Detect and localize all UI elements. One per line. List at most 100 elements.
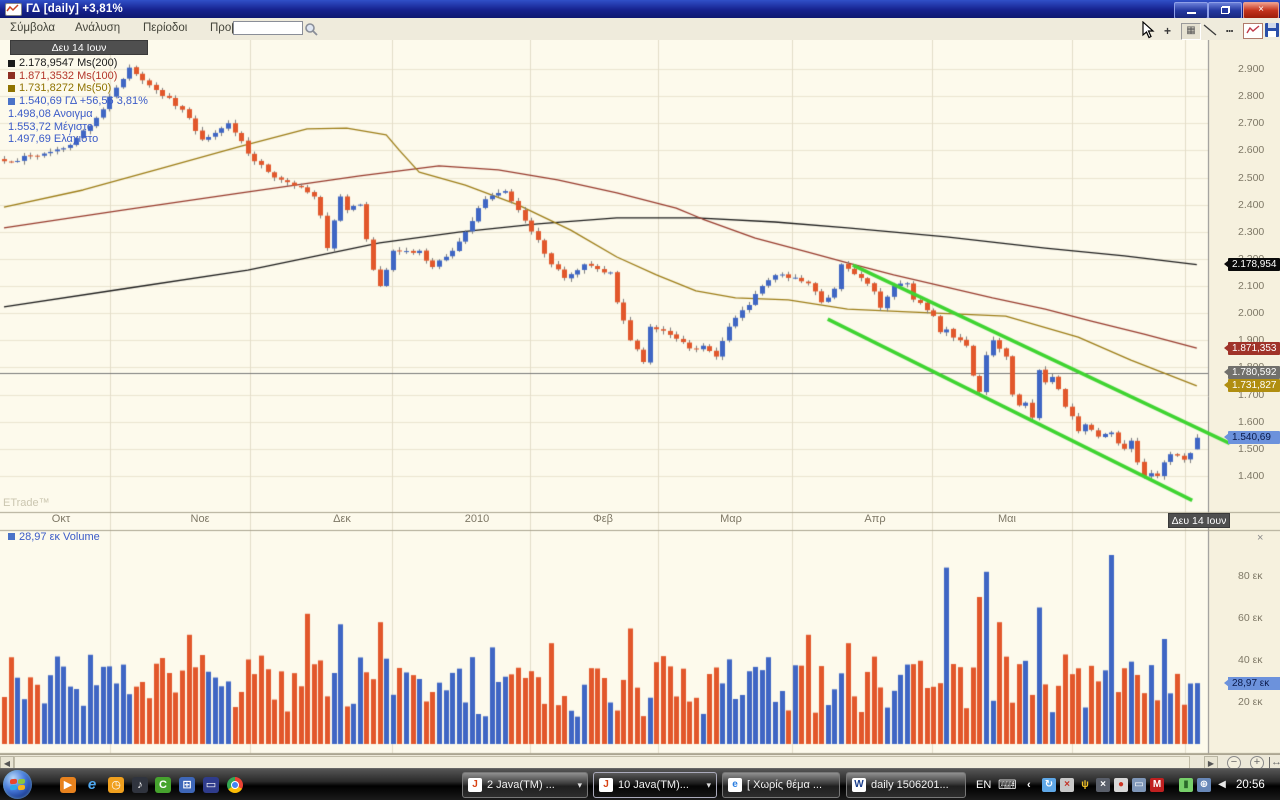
volume-panel-close-icon[interactable]: × [1257, 532, 1264, 544]
legend-swatch-icon [8, 59, 15, 67]
price-tick-label: 1.400 [1238, 469, 1265, 482]
legend-item: 1.540,69 ΓΔ +56,56 3,81% [8, 95, 148, 107]
legend-item: 1.497,69 Ελάχιστο [8, 133, 99, 146]
trendline-tool-icon[interactable] [1203, 24, 1217, 39]
battery-tray-icon[interactable]: ▮ [1179, 778, 1193, 792]
volume-legend: 28,97 εκ Volume [8, 531, 100, 543]
clock: 20:56 [1236, 779, 1265, 791]
task-button[interactable]: J 2 Java(TM) ... ▾ [462, 772, 588, 798]
price-volume-chart-canvas[interactable] [0, 40, 1280, 754]
save-tool-icon[interactable] [1265, 23, 1279, 40]
task-button[interactable]: J 10 Java(TM)... ▾ [593, 772, 717, 798]
horizontal-scrollbar[interactable]: ◀ ▶ − + ↔ [0, 754, 1280, 770]
grid-tool-icon[interactable]: ▦ [1181, 23, 1201, 40]
legend-swatch-icon [8, 84, 15, 92]
volume-tray-icon[interactable]: ◀ [1218, 779, 1226, 790]
etrade-watermark: ETrade™ [3, 497, 50, 509]
volume-tick-label: 20 εκ [1238, 696, 1263, 708]
price-tick-label: 2.900 [1238, 63, 1265, 75]
price-tag: 1.871,353 [1224, 341, 1280, 355]
legend-item: 1.553,72 Μέγιστο [8, 120, 93, 133]
volume-swatch-icon [8, 533, 15, 540]
menu-symbols[interactable]: Σύμβολα [10, 22, 56, 34]
chart-style-tool-icon[interactable] [1243, 23, 1263, 39]
price-tick-label: 2.800 [1238, 90, 1265, 103]
legend-swatch-icon [8, 72, 15, 80]
network-tray-icon[interactable]: ⊕ [1197, 778, 1211, 792]
price-tick-label: 2.300 [1238, 225, 1265, 238]
price-tag: 1.540,69 [1224, 431, 1280, 445]
show-desktop-icon[interactable]: ▭ [203, 777, 219, 793]
minimize-button[interactable] [1174, 2, 1208, 19]
window-title: ΓΔ [daily] +3,81% [26, 3, 123, 15]
error-tray-icon[interactable]: × [1060, 778, 1074, 792]
messenger-tray-icon[interactable]: × [1096, 778, 1110, 792]
language-indicator[interactable]: EN [976, 779, 992, 791]
price-tick-label: 2.600 [1238, 144, 1265, 157]
task-button[interactable]: e [ Χωρίς θέμα ... [722, 772, 840, 798]
mouse-cursor [1141, 20, 1157, 44]
clock-icon[interactable]: ◷ [108, 777, 124, 793]
tray-chevron-icon[interactable]: ‹ [1027, 779, 1031, 791]
volume-legend-text: 28,97 εκ Volume [19, 531, 100, 543]
windows-flag-icon [10, 778, 25, 791]
keyboard-icon[interactable]: ⌨ [998, 777, 1017, 792]
symbol-search-input[interactable] [233, 21, 303, 35]
volume-tick-label: 40 εκ [1238, 654, 1263, 666]
green-app-icon[interactable]: C [155, 777, 171, 793]
month-label: Φεβ [592, 513, 614, 525]
legend-item: 2.178,9547 Ms(200) [8, 57, 117, 69]
display-tray-icon[interactable]: ▭ [1132, 778, 1146, 792]
month-label: 2010 [464, 513, 490, 525]
fit-width-button[interactable]: ↔ [1269, 757, 1280, 768]
price-tick-label: 2.500 [1238, 171, 1265, 184]
word-icon: W [852, 778, 866, 792]
crosshair-tool-icon[interactable]: + [1164, 24, 1172, 38]
media-player-icon[interactable]: ▶ [60, 777, 76, 793]
menu-periods[interactable]: Περίοδοι [143, 22, 188, 34]
month-label: Μαρ [720, 513, 742, 525]
update-tray-icon[interactable]: ↻ [1042, 778, 1056, 792]
task-button-label: 2 Java(TM) ... [487, 779, 555, 791]
task-button-label: daily 1506201... [871, 779, 949, 791]
scroll-right-icon[interactable]: ▶ [1204, 756, 1218, 770]
alert-tray-icon[interactable]: ● [1114, 778, 1128, 792]
search-icon[interactable] [304, 22, 318, 41]
price-tick-label: 1.600 [1238, 415, 1265, 428]
menu-analysis[interactable]: Ανάλυση [75, 22, 121, 34]
volume-tag: 28,97 εκ [1224, 676, 1280, 690]
last-date-label: Δευ 14 Ιουν [1168, 513, 1230, 528]
music-player-icon[interactable]: ♪ [132, 777, 148, 793]
month-label: Απρ [864, 513, 886, 525]
legend-item: 1.498,08 Ανοιγμα [8, 107, 93, 120]
volume-tick-label: 80 εκ [1238, 570, 1263, 582]
java-icon: J [468, 778, 482, 792]
price-tick-label: 2.100 [1238, 280, 1265, 293]
month-label: Νοε [190, 513, 210, 525]
task-button-label: 10 Java(TM)... [618, 779, 689, 791]
chevron-down-icon[interactable]: ▾ [706, 779, 711, 790]
start-button[interactable] [3, 770, 32, 799]
internet-explorer-icon[interactable]: e [87, 776, 97, 793]
month-label: Οκτ [51, 513, 71, 525]
restore-button[interactable] [1208, 2, 1242, 19]
price-tick-label: 2.400 [1238, 198, 1265, 211]
hover-date-tooltip: Δευ 14 Ιουν [10, 40, 148, 55]
task-button-label: [ Χωρίς θέμα ... [747, 779, 823, 791]
price-tick-label: 2.000 [1238, 307, 1265, 320]
chrome-icon[interactable] [227, 777, 243, 793]
taskbar: ▶ e ◷ ♪ C ⊞ ▭ J 2 Java(TM) ... ▾ J 10 Java(TM)... ▾… [0, 768, 1280, 800]
mcafee-tray-icon[interactable]: M [1150, 778, 1164, 792]
title-bar: ΓΔ [daily] +3,81% × [0, 0, 1280, 19]
chevron-down-icon[interactable]: ▾ [577, 779, 582, 790]
legend-swatch-icon [8, 97, 15, 105]
month-label: Μαι [998, 513, 1016, 525]
chart-zigzag-icon [5, 2, 22, 16]
window-switcher-icon[interactable]: ⊞ [179, 777, 195, 793]
wireless-tray-icon[interactable]: ψ [1081, 779, 1089, 790]
price-tag: 2.178,954 [1224, 258, 1280, 272]
close-button[interactable]: × [1243, 2, 1279, 19]
